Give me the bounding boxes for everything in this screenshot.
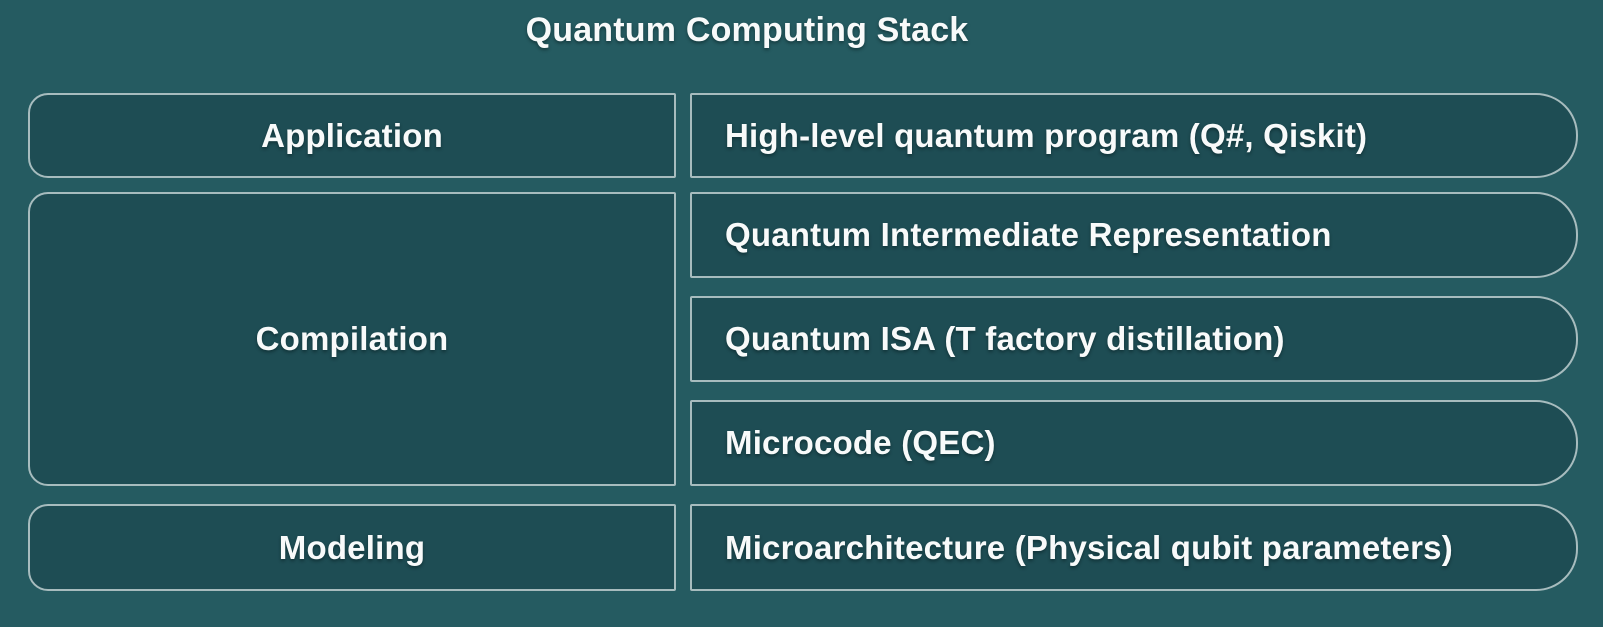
layer-label-microcode: Microcode (QEC) <box>725 424 996 461</box>
layer-label-quantum-intermediate-representation: Quantum Intermediate Representation <box>725 216 1332 253</box>
layer-box-microcode: Microcode (QEC) <box>690 400 1578 486</box>
layer-label-high-level-program: High-level quantum program (Q#, Qiskit) <box>725 116 1368 154</box>
layer-box-quantum-intermediate-representation: Quantum Intermediate Representation <box>690 192 1578 278</box>
layer-label-quantum-isa: Quantum ISA (T factory distillation) <box>725 320 1285 357</box>
layer-label-modeling: Modeling <box>278 528 426 566</box>
layer-box-compilation: Compilation <box>28 192 676 486</box>
layer-box-microarchitecture: Microarchitecture (Physical qubit parame… <box>690 504 1578 591</box>
layer-box-high-level-program: High-level quantum program (Q#, Qiskit) <box>690 93 1578 178</box>
layer-box-application: Application <box>28 93 676 178</box>
layer-box-quantum-isa: Quantum ISA (T factory distillation) <box>690 296 1578 382</box>
layer-label-microarchitecture: Microarchitecture (Physical qubit parame… <box>725 528 1453 566</box>
diagram-title: Quantum Computing Stack <box>525 11 969 49</box>
layer-label-compilation: Compilation <box>255 320 449 357</box>
layer-box-modeling: Modeling <box>28 504 676 591</box>
layer-label-application: Application <box>261 116 443 154</box>
